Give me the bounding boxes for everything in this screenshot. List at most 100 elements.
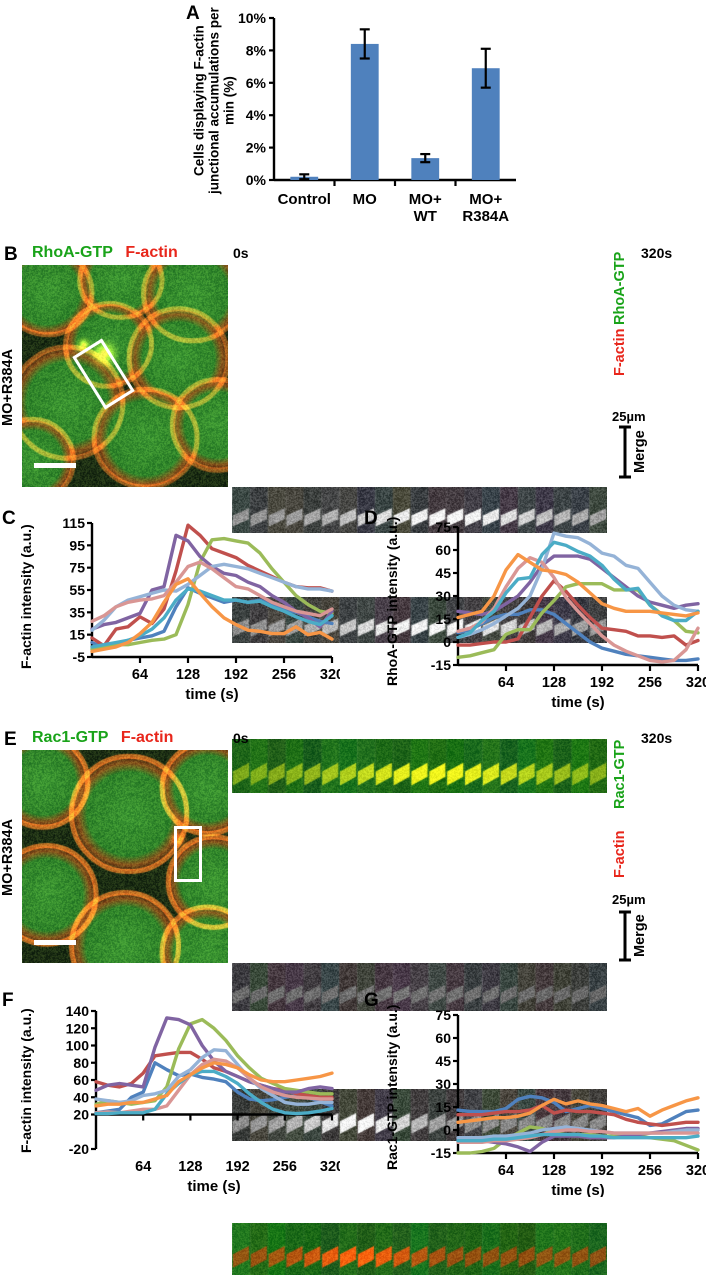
- data-series-line: [94, 1069, 334, 1116]
- panel-e-micrograph: [22, 750, 228, 963]
- panel-b-time-end: 320s: [641, 245, 673, 261]
- micrograph-canvas: [232, 963, 607, 1011]
- panel-e-letter: E: [4, 729, 17, 750]
- data-series-line: [90, 562, 334, 632]
- panel-b-strip-label-merge: Merge: [632, 430, 648, 474]
- panel-b-row-label-wrap: MO+R384A: [0, 283, 20, 493]
- y-tick-label: 55: [69, 582, 85, 598]
- x-tick-label: 256: [273, 1159, 297, 1175]
- x-tick-label: 64: [135, 1159, 151, 1175]
- data-series-line: [94, 1048, 334, 1106]
- y-tick-label: 40: [73, 1089, 89, 1105]
- y-tick-label: 60: [435, 1030, 451, 1046]
- y-tick-label: 35: [69, 604, 85, 620]
- panel-b-channel-header: RhoA-GTP F-actin: [32, 244, 178, 262]
- panel-a-error-bar: [420, 152, 431, 164]
- panel-g-y-axis-title: Rac1-GTP intensity (a.u.): [384, 1004, 400, 1170]
- x-axis-title: time (s): [551, 694, 604, 710]
- data-series-line: [456, 1103, 700, 1128]
- panel-e-channel-header: Rac1-GTP F-actin: [32, 729, 173, 747]
- panel-f-letter: F: [2, 990, 14, 1011]
- panel-g: G Rac1-GTP intensity (a.u.) -15 0 15 30 45 60…: [340, 963, 712, 1197]
- panel-a-bar: [411, 158, 440, 180]
- panel-a-y-tick: 6%: [246, 75, 267, 91]
- y-tick-label: -15: [431, 657, 451, 673]
- panel-e: E Rac1-GTP F-actin MO+R384A 0s 320s Rac1…: [0, 728, 712, 1275]
- y-tick-label: 75: [435, 1007, 451, 1023]
- panel-a-error-bar: [480, 47, 491, 89]
- data-series-line: [456, 1096, 700, 1124]
- panel-b-kymograph-factin: [232, 597, 607, 643]
- micrograph-canvas: [22, 750, 228, 963]
- micrograph-canvas: [232, 487, 607, 533]
- y-tick-label: 80: [73, 1055, 89, 1071]
- x-tick-label: 320: [320, 667, 340, 683]
- panel-a: A Cells displaying F-actin junctional ac…: [0, 0, 520, 232]
- panel-b-letter: B: [4, 244, 18, 265]
- x-tick-label: 64: [498, 675, 514, 691]
- y-tick-label: 75: [69, 560, 85, 576]
- panel-d-letter: D: [364, 508, 378, 529]
- y-tick-label: 15: [435, 611, 451, 627]
- panel-e-scale-label: 25µm: [612, 892, 646, 907]
- x-tick-label: 256: [638, 675, 662, 691]
- panel-e-row-label-wrap: MO+R384A: [0, 758, 20, 958]
- micrograph-canvas: [232, 739, 607, 793]
- panel-a-y-tick: 0%: [246, 172, 267, 188]
- panel-c-y-axis-title: F-actin intensity (a.u.): [18, 524, 34, 670]
- panel-b-strip-label-rhoa-wrap: RhoA-GTP: [612, 251, 632, 325]
- x-tick-label: 192: [225, 1159, 249, 1175]
- panel-d-y-axis-title: RhoA-GTP intensity (a.u.): [384, 516, 400, 686]
- x-tick-label: 192: [224, 667, 248, 683]
- panel-b-header-green-label: RhoA-GTP: [32, 244, 113, 261]
- panel-e-strip-label-factin: F-actin: [612, 830, 628, 878]
- panel-a-category-label: Control: [278, 191, 331, 208]
- panel-e-kymograph-rac1: [232, 963, 607, 1011]
- panel-b-header-red-label: F-actin: [125, 244, 178, 261]
- panel-c-letter: C: [2, 508, 16, 529]
- panel-b-strip-label-factin-wrap: F-actin: [612, 325, 632, 379]
- panel-e-header-red-label: F-actin: [120, 729, 174, 746]
- panel-e-strip-label-merge: Merge: [632, 914, 648, 958]
- panel-e-strip-label-rac1-wrap: Rac1-GTP: [612, 739, 632, 809]
- data-series-line: [456, 552, 700, 620]
- y-tick-label: 95: [69, 537, 85, 553]
- y-tick-label: 120: [66, 1020, 90, 1036]
- panel-g-letter: G: [364, 990, 379, 1011]
- panel-b: B RhoA-GTP F-actin MO+R384A MO+R384A 0s …: [0, 243, 712, 793]
- y-tick-label: 140: [66, 1003, 90, 1019]
- data-series-line: [456, 556, 700, 664]
- data-series-line: [90, 536, 334, 651]
- data-series-line: [90, 560, 334, 623]
- data-series-line: [456, 531, 700, 640]
- panel-e-time-start: 0s: [233, 730, 249, 746]
- y-tick-label: 45: [435, 565, 451, 581]
- x-tick-label: 128: [542, 675, 566, 691]
- x-tick-label: 320: [320, 1159, 340, 1175]
- panel-e-strip-label-rac1: Rac1-GTP: [612, 739, 628, 809]
- x-tick-label: 256: [272, 667, 296, 683]
- panel-d: D RhoA-GTP intensity (a.u.) -15 0 15 30 45 60…: [340, 505, 712, 710]
- panel-f: F F-actin intensity (a.u.) -20 20 40 60 80 10…: [0, 963, 340, 1197]
- y-tick-label: 60: [435, 542, 451, 558]
- panel-d-y-axis-title-wrap: RhoA-GTP intensity (a.u.): [384, 507, 406, 695]
- panel-e-scale-bar: [34, 940, 76, 945]
- panel-a-category-label: MO: [353, 191, 377, 208]
- x-tick-label: 128: [178, 1159, 202, 1175]
- panel-a-y-tick: 10%: [238, 10, 267, 26]
- panel-a-y-tick: 4%: [246, 107, 267, 123]
- panel-b-strip-label-rhoa: RhoA-GTP: [612, 251, 628, 325]
- micrograph-canvas: [232, 1223, 607, 1275]
- panel-e-roi-box: [174, 826, 202, 882]
- y-tick-label: -5: [73, 649, 86, 665]
- x-tick-label: 128: [176, 667, 200, 683]
- panel-b-kymograph-rhoa: [232, 487, 607, 533]
- micrograph-canvas: [22, 265, 228, 487]
- y-tick-label: 30: [435, 1076, 451, 1092]
- data-series-line: [456, 554, 700, 617]
- y-tick-label: 60: [73, 1072, 89, 1088]
- x-tick-label: 192: [590, 675, 614, 691]
- panel-c-plot: -5 15 35 55 75 95 115 64 128 192 256 320 time (s): [62, 515, 340, 703]
